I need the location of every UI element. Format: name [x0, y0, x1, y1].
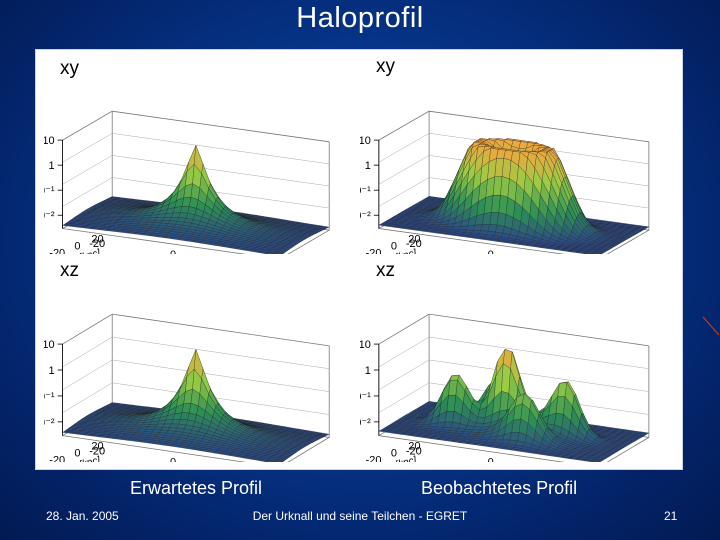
- svg-text:0: 0: [74, 448, 80, 460]
- svg-text:20: 20: [91, 441, 103, 453]
- svg-text:10⁻¹: 10⁻¹: [360, 185, 371, 197]
- footer-title: Der Urknall und seine Teilchen - EGRET: [252, 509, 468, 523]
- surface-plot-xz-observed: 10110⁻¹10⁻²ρ [GeV cm⁻³]200-20z [kpc]-200…: [360, 286, 674, 462]
- svg-text:-20: -20: [49, 248, 65, 255]
- svg-text:20: 20: [91, 234, 103, 246]
- svg-text:10: 10: [360, 135, 371, 147]
- svg-text:-20: -20: [366, 455, 382, 462]
- svg-text:0: 0: [488, 249, 494, 254]
- slide-title: Haloprofil: [296, 2, 424, 34]
- footer-date: 28. Jan. 2005: [46, 509, 119, 523]
- panel-label-bottom-right: xz: [376, 260, 395, 281]
- svg-text:10⁻¹: 10⁻¹: [44, 391, 55, 403]
- svg-text:-20: -20: [406, 238, 422, 250]
- figure-panel: xy xy xz xz 10110⁻¹10⁻²ρ [GeV cm⁻³]200-2…: [36, 50, 682, 469]
- svg-text:10⁻²: 10⁻²: [360, 210, 371, 222]
- caption-observed-profile: Beobachtetes Profil: [421, 478, 578, 498]
- svg-text:-20: -20: [49, 455, 65, 462]
- footer-page-number: 21: [664, 509, 678, 523]
- svg-text:10⁻¹: 10⁻¹: [360, 391, 371, 403]
- svg-text:0: 0: [170, 249, 176, 254]
- surface-plot-xz-expected: 10110⁻¹10⁻²ρ [GeV cm⁻³]200-20z [kpc]-200…: [44, 286, 354, 462]
- svg-text:0: 0: [391, 241, 397, 253]
- svg-text:10⁻²: 10⁻²: [360, 417, 371, 429]
- svg-text:10⁻²: 10⁻²: [44, 210, 55, 222]
- svg-text:20: 20: [408, 234, 420, 246]
- svg-text:0: 0: [170, 456, 176, 462]
- svg-text:y [kpc]: y [kpc]: [386, 248, 418, 254]
- svg-text:0: 0: [391, 448, 397, 460]
- panel-label-top-right: xy: [376, 56, 395, 77]
- svg-text:-20: -20: [89, 238, 105, 250]
- svg-text:10: 10: [44, 339, 55, 351]
- svg-text:20: 20: [408, 441, 420, 453]
- svg-text:1: 1: [48, 160, 54, 172]
- svg-text:1: 1: [365, 160, 371, 172]
- svg-text:-20: -20: [406, 445, 422, 457]
- panel-label-top-left: xy: [60, 58, 79, 79]
- svg-text:10: 10: [44, 135, 55, 147]
- svg-text:1: 1: [48, 365, 54, 377]
- surface-plot-xy-expected: 10110⁻¹10⁻²ρ [GeV cm⁻³]200-20y [kpc]-200…: [44, 84, 354, 254]
- svg-text:10⁻¹: 10⁻¹: [44, 185, 55, 197]
- svg-text:10⁻²: 10⁻²: [44, 417, 55, 429]
- svg-text:0: 0: [488, 456, 494, 462]
- decorative-line: [702, 316, 720, 336]
- svg-text:-20: -20: [89, 445, 105, 457]
- svg-text:-20: -20: [366, 248, 382, 255]
- svg-text:z [kpc]: z [kpc]: [386, 455, 418, 462]
- panel-label-bottom-left: xz: [60, 260, 79, 281]
- svg-text:y [kpc]: y [kpc]: [70, 248, 102, 254]
- svg-text:0: 0: [74, 241, 80, 253]
- svg-text:1: 1: [365, 365, 371, 377]
- surface-plot-xy-observed: 10110⁻¹10⁻²ρ [GeV cm⁻³]200-20y [kpc]-200…: [360, 84, 674, 254]
- svg-text:z [kpc]: z [kpc]: [70, 455, 102, 462]
- svg-text:10: 10: [360, 339, 371, 351]
- caption-expected-profile: Erwartetes Profil: [130, 478, 263, 498]
